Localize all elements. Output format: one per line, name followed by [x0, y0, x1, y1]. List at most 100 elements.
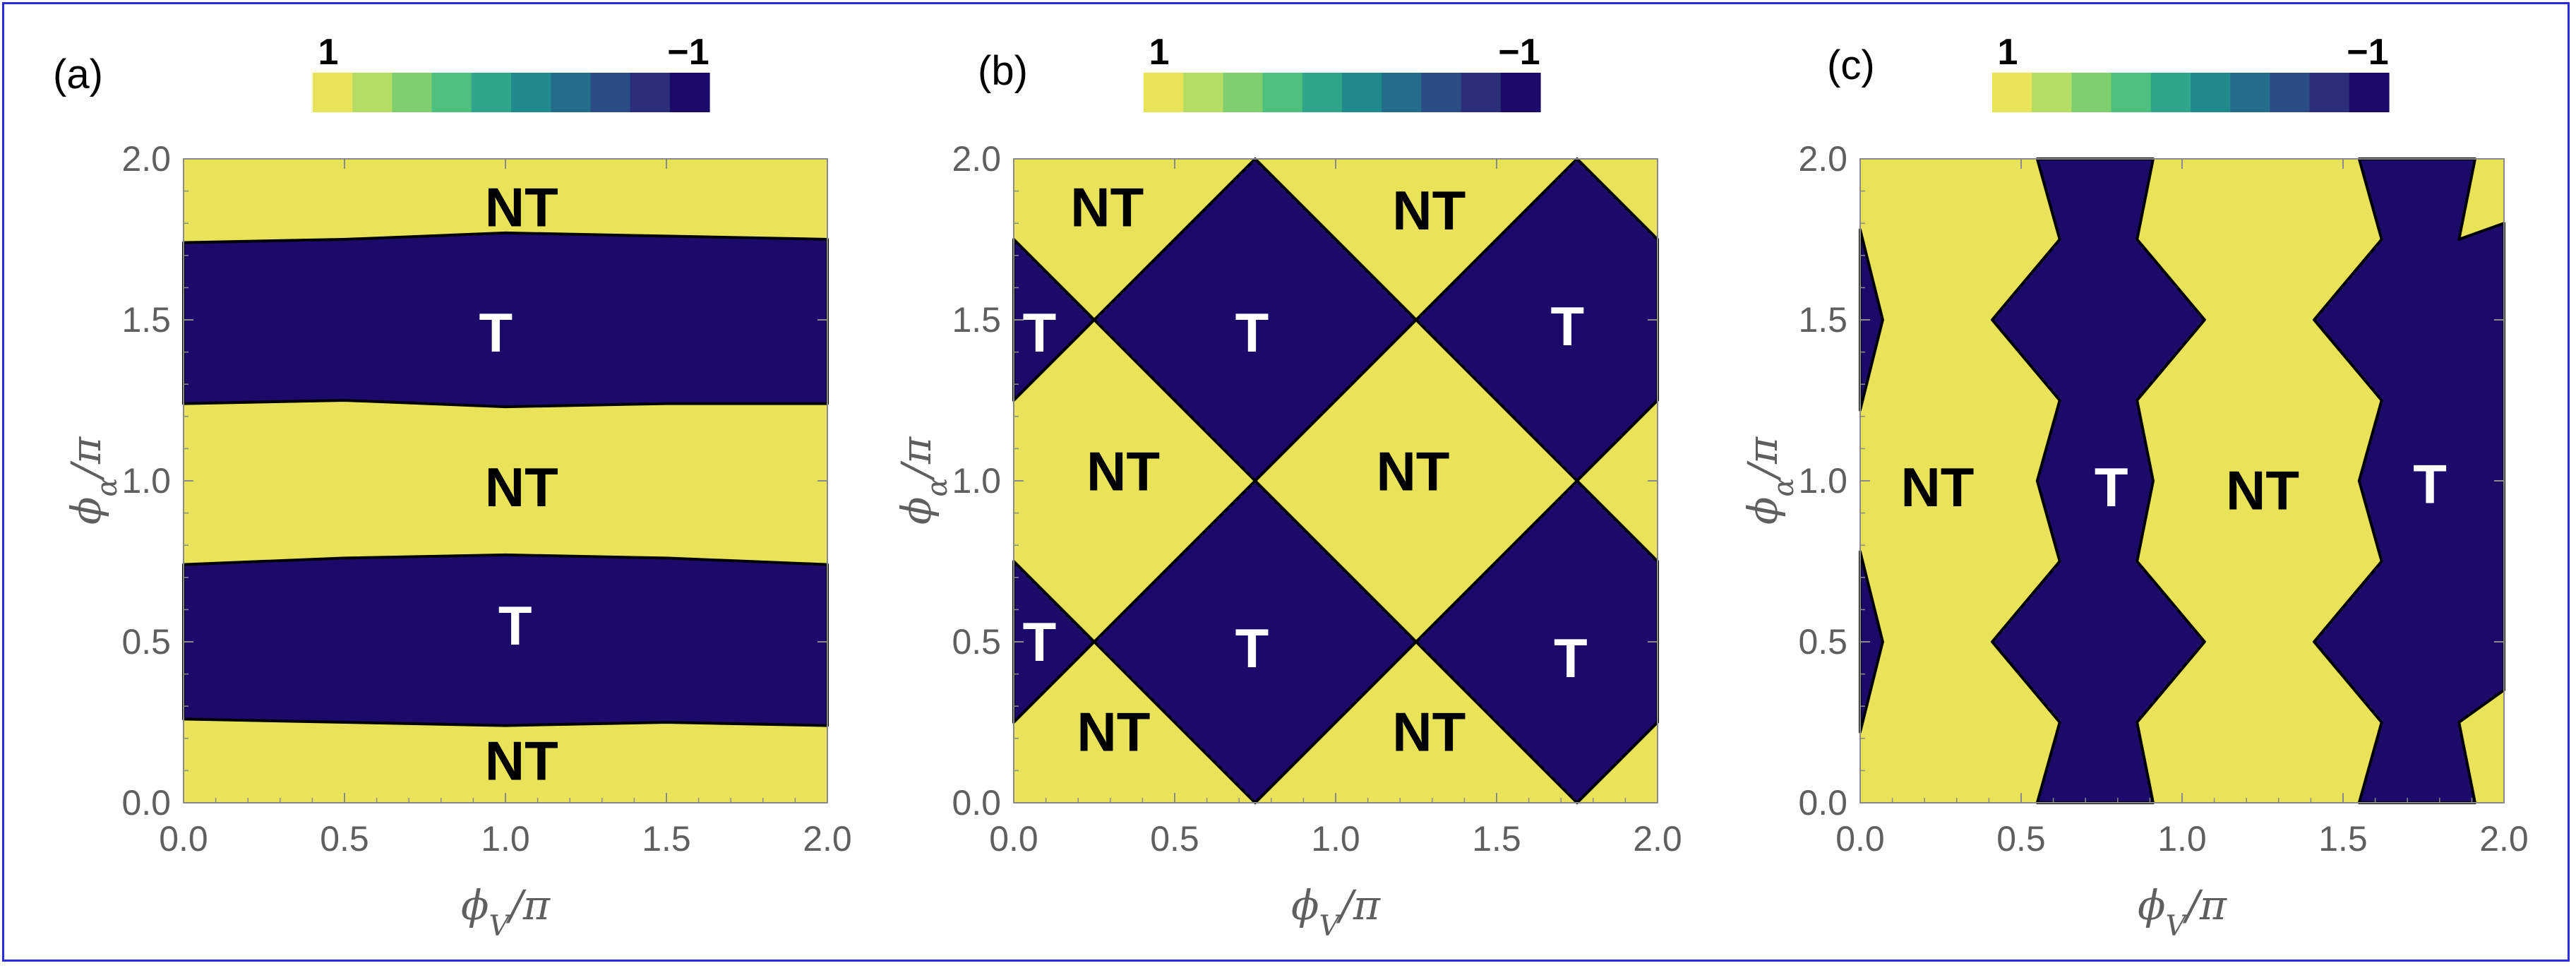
topological-label: T — [1550, 295, 1584, 357]
panel-label: (b) — [978, 48, 1028, 94]
y-tick-label: 0.5 — [952, 622, 1001, 662]
y-tick-label: 1.0 — [952, 461, 1001, 501]
nontopological-label: NT — [1392, 701, 1466, 763]
colorbar-swatch — [2349, 73, 2390, 112]
colorbar-swatch — [2111, 73, 2152, 112]
colorbar-swatch — [1223, 73, 1264, 112]
nontopological-label: NT — [1376, 440, 1449, 502]
nontopological-label: NT — [485, 730, 558, 792]
panel-c: (c) 0.0 0.5 1.0 1.5 2.0 0.0 0.5 1.0 1.5 2.0 ϕV/π ϕα… — [1739, 32, 2529, 943]
colorbar-swatch — [1262, 73, 1303, 112]
topological-label: T — [2413, 453, 2447, 515]
y-tick-label: 0.5 — [1798, 622, 1847, 662]
y-axis-label: ϕα/π — [892, 436, 954, 525]
y-axis-label: ϕα/π — [1739, 436, 1800, 525]
y-tick-label: 1.5 — [1798, 300, 1847, 340]
panel-label: (a) — [53, 52, 103, 97]
colorbar-swatch — [431, 73, 472, 112]
y-tick-label: 1.0 — [1798, 461, 1847, 501]
y-tick-label: 2.0 — [121, 139, 171, 179]
y-tick-label: 0.0 — [952, 783, 1001, 823]
colorbar-swatch — [669, 73, 710, 112]
x-tick-label: 0.0 — [159, 819, 208, 859]
topological-label: T — [479, 301, 513, 364]
colorbar-swatch — [471, 73, 512, 112]
colorbar-swatch — [1302, 73, 1343, 112]
nontopological-label: NT — [485, 176, 558, 238]
topological-region — [1415, 479, 1659, 804]
colorbar-max-label: 1 — [318, 32, 339, 73]
colorbar-swatch — [551, 73, 591, 112]
x-tick-label: 0.0 — [989, 819, 1038, 859]
x-tick-label: 2.0 — [2479, 819, 2529, 859]
colorbar-swatch — [1382, 73, 1422, 112]
x-tick-label: 0.5 — [320, 819, 369, 859]
colorbar-max-label: 1 — [1149, 32, 1170, 73]
y-tick-label: 2.0 — [1798, 139, 1847, 179]
x-tick-label: 0.5 — [1150, 819, 1199, 859]
colorbar-min-label: −1 — [2347, 32, 2388, 73]
y-axis-label: ϕα/π — [62, 436, 124, 525]
colorbar-swatch — [1183, 73, 1223, 112]
panel-a: (a) 0.0 0.5 1.0 1.5 2.0 0.0 0.5 1.0 1.5 2.0 ϕV/π ϕα… — [53, 32, 852, 943]
y-tick-label: 0.5 — [121, 622, 171, 662]
nontopological-label: NT — [1070, 176, 1144, 238]
colorbar-swatch — [1500, 73, 1541, 112]
y-tick-label: 0.0 — [1798, 783, 1847, 823]
colorbar-swatch — [1144, 73, 1184, 112]
colorbar-swatch — [511, 73, 551, 112]
colorbar-swatch — [2309, 73, 2350, 112]
nontopological-label: NT — [485, 456, 558, 518]
x-tick-label: 1.0 — [2157, 819, 2207, 859]
colorbar-swatch — [1992, 73, 2032, 112]
colorbar-swatch — [2071, 73, 2112, 112]
topological-region — [1415, 157, 1659, 482]
colorbar-swatch — [630, 73, 671, 112]
nontopological-label: NT — [1392, 179, 1466, 241]
y-tick-label: 0.0 — [121, 783, 171, 823]
x-axis-label: ϕV/π — [1291, 881, 1381, 943]
x-tick-label: 2.0 — [803, 819, 852, 859]
panel-label: (c) — [1827, 42, 1875, 88]
x-tick-label: 1.5 — [642, 819, 691, 859]
colorbar-swatch — [2270, 73, 2311, 112]
y-tick-label: 2.0 — [952, 139, 1001, 179]
topological-region — [2313, 157, 2505, 804]
topological-label: T — [1023, 301, 1057, 364]
topological-label: T — [2095, 456, 2128, 518]
x-axis-label: ϕV/π — [2138, 881, 2227, 943]
topological-label: T — [498, 594, 532, 657]
colorbar-swatch — [313, 73, 353, 112]
colorbar-min-label: −1 — [1498, 32, 1540, 73]
colorbar-swatch — [352, 73, 393, 112]
x-tick-label: 1.5 — [2318, 819, 2368, 859]
x-tick-label: 1.0 — [481, 819, 530, 859]
nontopological-label: NT — [1086, 440, 1160, 502]
topological-label: T — [1023, 611, 1057, 673]
nontopological-label: NT — [1900, 456, 1974, 518]
topological-label: T — [1235, 301, 1269, 364]
colorbar-swatch — [2230, 73, 2270, 112]
nontopological-label: NT — [2226, 460, 2299, 522]
colorbar-swatch — [1461, 73, 1502, 112]
colorbar-min-label: −1 — [667, 32, 709, 73]
colorbar-swatch — [590, 73, 631, 112]
topological-label: T — [1554, 627, 1588, 689]
x-tick-label: 1.0 — [1311, 819, 1360, 859]
x-tick-label: 2.0 — [1633, 819, 1682, 859]
x-axis-label: ϕV/π — [461, 881, 551, 943]
x-tick-label: 0.0 — [1835, 819, 1885, 859]
y-tick-label: 1.0 — [121, 461, 171, 501]
y-tick-label: 1.5 — [952, 300, 1001, 340]
x-tick-label: 1.5 — [1472, 819, 1521, 859]
colorbar-swatch — [1421, 73, 1462, 112]
colorbar-swatch — [1342, 73, 1382, 112]
colorbar-swatch — [2032, 73, 2072, 112]
panel-b: (b) 0.0 0.5 1.0 1.5 2.0 0.0 0.5 1.0 1.5 2.0 ϕV/π ϕα… — [892, 32, 1682, 943]
colorbar-max-label: 1 — [1998, 32, 2018, 73]
nontopological-label: NT — [1077, 701, 1150, 763]
colorbar-swatch — [392, 73, 433, 112]
y-tick-label: 1.5 — [121, 300, 171, 340]
